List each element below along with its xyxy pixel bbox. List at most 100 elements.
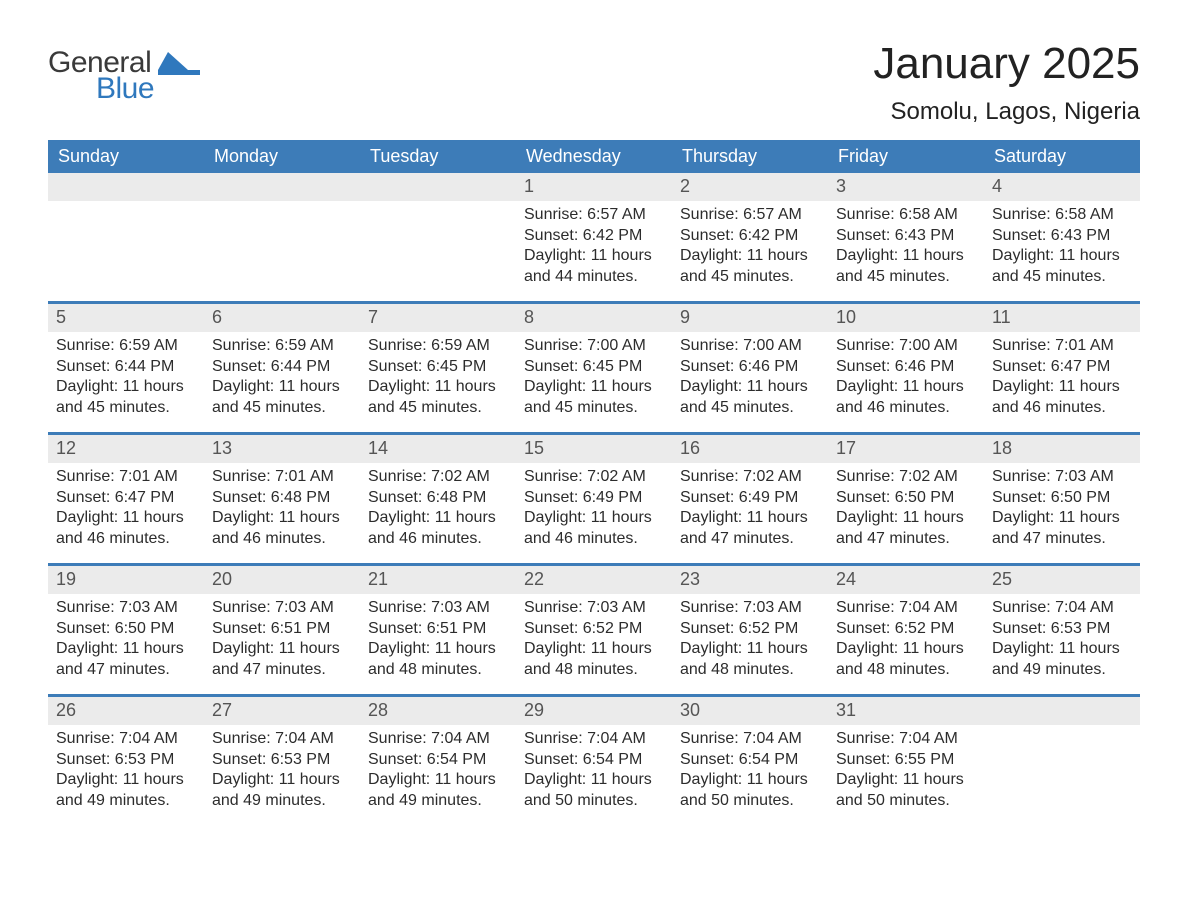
calendar-cell: 1Sunrise: 6:57 AMSunset: 6:42 PMDaylight… [516, 173, 672, 301]
day-number: 18 [984, 435, 1140, 462]
day-number: 11 [984, 304, 1140, 331]
sunset-text: Sunset: 6:51 PM [368, 619, 508, 640]
day-body: Sunrise: 7:00 AMSunset: 6:45 PMDaylight:… [516, 332, 672, 429]
calendar-cell: 8Sunrise: 7:00 AMSunset: 6:45 PMDaylight… [516, 304, 672, 432]
calendar-cell [48, 173, 204, 301]
weekday-header: Friday [828, 140, 984, 173]
day-number: 24 [828, 566, 984, 593]
day-number: 5 [48, 304, 204, 331]
day-number-empty [204, 173, 360, 200]
sunrise-text: Sunrise: 7:04 AM [212, 729, 352, 750]
sunrise-text: Sunrise: 7:03 AM [680, 598, 820, 619]
daylight-line2: and 48 minutes. [680, 660, 820, 681]
daylight-line2: and 50 minutes. [524, 791, 664, 812]
day-number: 8 [516, 304, 672, 331]
daylight-line1: Daylight: 11 hours [368, 377, 508, 398]
day-number: 25 [984, 566, 1140, 593]
calendar-cell: 21Sunrise: 7:03 AMSunset: 6:51 PMDayligh… [360, 566, 516, 694]
sunset-text: Sunset: 6:49 PM [524, 488, 664, 509]
sunset-text: Sunset: 6:43 PM [992, 226, 1132, 247]
daylight-line1: Daylight: 11 hours [56, 508, 196, 529]
calendar-cell: 13Sunrise: 7:01 AMSunset: 6:48 PMDayligh… [204, 435, 360, 563]
sunset-text: Sunset: 6:49 PM [680, 488, 820, 509]
day-body: Sunrise: 6:58 AMSunset: 6:43 PMDaylight:… [984, 201, 1140, 298]
daylight-line2: and 44 minutes. [524, 267, 664, 288]
sunset-text: Sunset: 6:44 PM [56, 357, 196, 378]
day-number: 2 [672, 173, 828, 200]
calendar-cell: 30Sunrise: 7:04 AMSunset: 6:54 PMDayligh… [672, 697, 828, 825]
calendar-cell: 20Sunrise: 7:03 AMSunset: 6:51 PMDayligh… [204, 566, 360, 694]
sunset-text: Sunset: 6:42 PM [680, 226, 820, 247]
daylight-line2: and 47 minutes. [836, 529, 976, 550]
sunrise-text: Sunrise: 6:59 AM [368, 336, 508, 357]
daylight-line2: and 45 minutes. [992, 267, 1132, 288]
day-number: 23 [672, 566, 828, 593]
weekday-header: Monday [204, 140, 360, 173]
day-number: 20 [204, 566, 360, 593]
day-number: 27 [204, 697, 360, 724]
day-body: Sunrise: 7:03 AMSunset: 6:52 PMDaylight:… [516, 594, 672, 691]
sunset-text: Sunset: 6:42 PM [524, 226, 664, 247]
sunrise-text: Sunrise: 7:04 AM [368, 729, 508, 750]
sunset-text: Sunset: 6:48 PM [212, 488, 352, 509]
page-header: General Blue January 2025 Somolu, Lagos,… [48, 40, 1140, 126]
day-body: Sunrise: 7:01 AMSunset: 6:47 PMDaylight:… [48, 463, 204, 560]
calendar-cell: 17Sunrise: 7:02 AMSunset: 6:50 PMDayligh… [828, 435, 984, 563]
sunset-text: Sunset: 6:46 PM [680, 357, 820, 378]
daylight-line2: and 45 minutes. [56, 398, 196, 419]
daylight-line1: Daylight: 11 hours [680, 246, 820, 267]
sunset-text: Sunset: 6:45 PM [524, 357, 664, 378]
calendar-cell [204, 173, 360, 301]
calendar-cell: 15Sunrise: 7:02 AMSunset: 6:49 PMDayligh… [516, 435, 672, 563]
sunset-text: Sunset: 6:47 PM [992, 357, 1132, 378]
daylight-line1: Daylight: 11 hours [836, 246, 976, 267]
day-number: 19 [48, 566, 204, 593]
calendar-cell [360, 173, 516, 301]
weekday-header: Saturday [984, 140, 1140, 173]
day-body: Sunrise: 7:04 AMSunset: 6:53 PMDaylight:… [204, 725, 360, 822]
daylight-line2: and 49 minutes. [56, 791, 196, 812]
sunrise-text: Sunrise: 6:57 AM [524, 205, 664, 226]
daylight-line1: Daylight: 11 hours [992, 639, 1132, 660]
day-body: Sunrise: 7:03 AMSunset: 6:51 PMDaylight:… [204, 594, 360, 691]
calendar-cell: 18Sunrise: 7:03 AMSunset: 6:50 PMDayligh… [984, 435, 1140, 563]
calendar-cell: 31Sunrise: 7:04 AMSunset: 6:55 PMDayligh… [828, 697, 984, 825]
calendar-cell: 29Sunrise: 7:04 AMSunset: 6:54 PMDayligh… [516, 697, 672, 825]
sunset-text: Sunset: 6:55 PM [836, 750, 976, 771]
daylight-line1: Daylight: 11 hours [212, 377, 352, 398]
daylight-line1: Daylight: 11 hours [680, 639, 820, 660]
daylight-line2: and 46 minutes. [836, 398, 976, 419]
calendar-week-row: 12Sunrise: 7:01 AMSunset: 6:47 PMDayligh… [48, 435, 1140, 563]
daylight-line1: Daylight: 11 hours [524, 246, 664, 267]
day-number: 21 [360, 566, 516, 593]
calendar-cell: 5Sunrise: 6:59 AMSunset: 6:44 PMDaylight… [48, 304, 204, 432]
daylight-line2: and 45 minutes. [680, 267, 820, 288]
daylight-line2: and 49 minutes. [212, 791, 352, 812]
sunset-text: Sunset: 6:54 PM [680, 750, 820, 771]
daylight-line1: Daylight: 11 hours [212, 770, 352, 791]
calendar-cell: 7Sunrise: 6:59 AMSunset: 6:45 PMDaylight… [360, 304, 516, 432]
sunset-text: Sunset: 6:50 PM [992, 488, 1132, 509]
sunset-text: Sunset: 6:48 PM [368, 488, 508, 509]
day-number: 26 [48, 697, 204, 724]
logo-text-blue: Blue [96, 72, 154, 106]
calendar-cell: 2Sunrise: 6:57 AMSunset: 6:42 PMDaylight… [672, 173, 828, 301]
sunrise-text: Sunrise: 7:04 AM [836, 729, 976, 750]
weekday-header: Sunday [48, 140, 204, 173]
sunrise-text: Sunrise: 6:58 AM [992, 205, 1132, 226]
sunset-text: Sunset: 6:52 PM [836, 619, 976, 640]
sunset-text: Sunset: 6:50 PM [836, 488, 976, 509]
calendar-cell: 22Sunrise: 7:03 AMSunset: 6:52 PMDayligh… [516, 566, 672, 694]
sunset-text: Sunset: 6:53 PM [212, 750, 352, 771]
daylight-line1: Daylight: 11 hours [992, 508, 1132, 529]
day-body: Sunrise: 7:04 AMSunset: 6:54 PMDaylight:… [360, 725, 516, 822]
daylight-line2: and 48 minutes. [524, 660, 664, 681]
sunset-text: Sunset: 6:54 PM [368, 750, 508, 771]
sunset-text: Sunset: 6:47 PM [56, 488, 196, 509]
day-body: Sunrise: 6:57 AMSunset: 6:42 PMDaylight:… [516, 201, 672, 298]
day-body: Sunrise: 7:02 AMSunset: 6:49 PMDaylight:… [672, 463, 828, 560]
sunrise-text: Sunrise: 7:02 AM [680, 467, 820, 488]
sunset-text: Sunset: 6:52 PM [524, 619, 664, 640]
daylight-line1: Daylight: 11 hours [56, 377, 196, 398]
day-body: Sunrise: 6:59 AMSunset: 6:45 PMDaylight:… [360, 332, 516, 429]
